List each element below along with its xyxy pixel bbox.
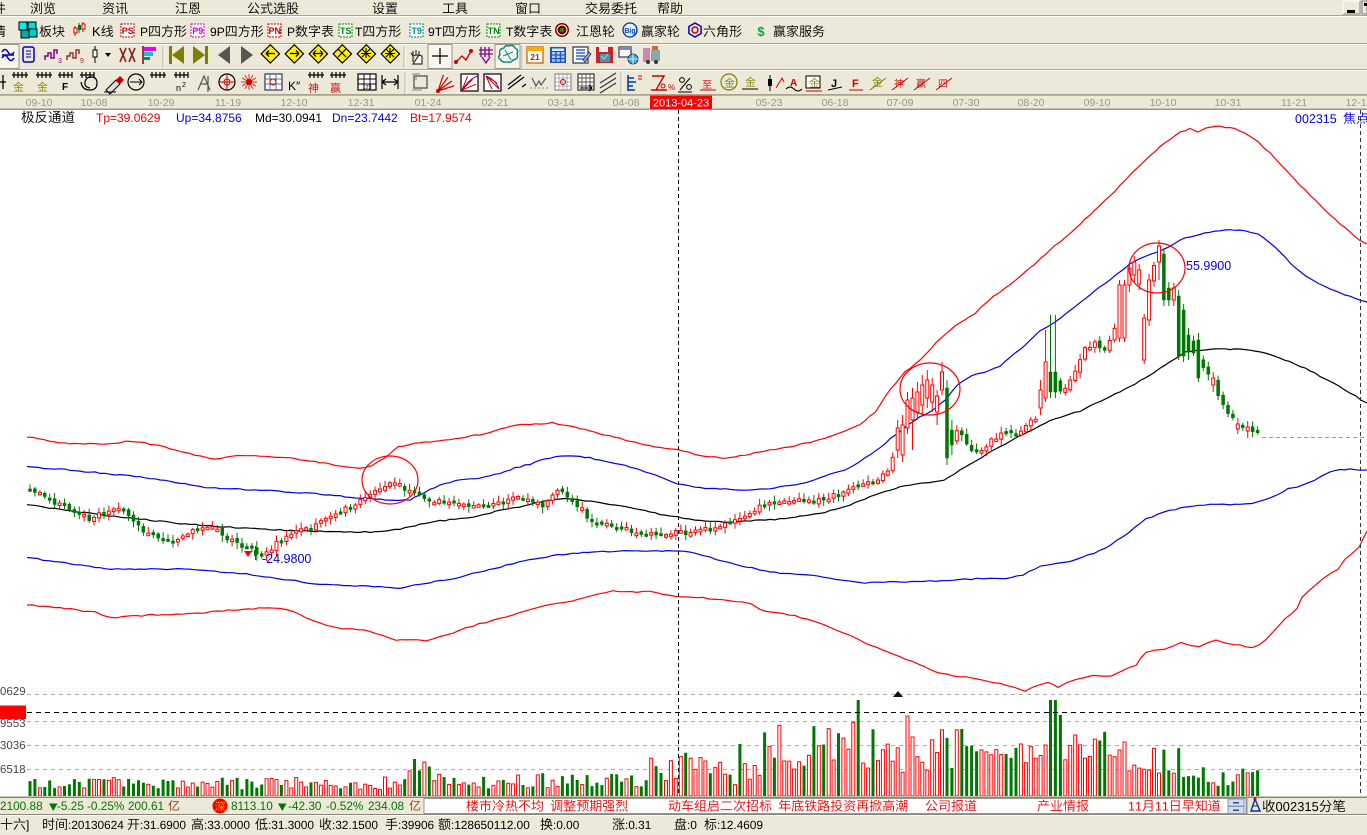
svg-text:55.9900: 55.9900 [1186, 259, 1231, 273]
svg-text:09-10: 09-10 [1084, 97, 1111, 109]
svg-text:200.61: 200.61 [128, 799, 164, 813]
svg-text:08-20: 08-20 [1018, 97, 1045, 109]
svg-text:TS: TS [340, 26, 352, 36]
svg-text:-24.9800: -24.9800 [262, 552, 311, 566]
svg-text:T9: T9 [411, 26, 422, 36]
svg-text:2100.88: 2100.88 [0, 799, 43, 813]
svg-text:8113.10: 8113.10 [231, 799, 273, 813]
svg-text:-0.25%: -0.25% [87, 799, 125, 813]
svg-text:9: 9 [80, 58, 84, 65]
svg-text:F: F [62, 82, 68, 93]
svg-text:Up=34.8756: Up=34.8756 [176, 111, 242, 125]
svg-text:02-21: 02-21 [482, 97, 509, 109]
svg-text:03-14: 03-14 [548, 97, 575, 109]
svg-text:06-18: 06-18 [822, 97, 849, 109]
svg-text:$: $ [757, 24, 765, 39]
svg-text:07-09: 07-09 [887, 97, 914, 109]
svg-text:%: % [668, 83, 675, 92]
svg-text:10-08: 10-08 [81, 97, 108, 109]
svg-text:n: n [176, 83, 181, 93]
svg-text:Md=30.0941: Md=30.0941 [255, 111, 322, 125]
svg-text:Dn=23.7442: Dn=23.7442 [332, 111, 398, 125]
svg-text:10-10: 10-10 [1150, 97, 1177, 109]
svg-text:-5.25: -5.25 [57, 799, 84, 813]
svg-text:11-21: 11-21 [1281, 97, 1307, 109]
svg-text:PS: PS [122, 26, 134, 36]
svg-text:2013-04-23: 2013-04-23 [653, 98, 709, 110]
svg-text:F: F [852, 78, 859, 90]
svg-text:-42.30: -42.30 [288, 799, 322, 813]
svg-text:Bt=17.9574: Bt=17.9574 [410, 111, 472, 125]
svg-text:07-30: 07-30 [953, 97, 980, 109]
svg-text:21: 21 [530, 52, 540, 62]
svg-text:2: 2 [182, 82, 186, 89]
svg-text:05-23: 05-23 [756, 97, 783, 109]
svg-text:12-12: 12-12 [1346, 97, 1367, 109]
svg-text:01-24: 01-24 [415, 97, 442, 109]
svg-text:10-31: 10-31 [1215, 97, 1242, 109]
svg-text:09-10: 09-10 [26, 97, 53, 109]
svg-text:3: 3 [58, 58, 62, 65]
svg-text:11-19: 11-19 [215, 97, 241, 109]
svg-text:12-10: 12-10 [281, 97, 308, 109]
svg-text:10-29: 10-29 [148, 97, 175, 109]
svg-text:Tp=39.0629: Tp=39.0629 [96, 111, 161, 125]
svg-text:PN: PN [268, 26, 281, 36]
svg-text:TN: TN [488, 26, 500, 36]
svg-text:J: J [831, 78, 837, 90]
svg-text:04-08: 04-08 [613, 97, 640, 109]
svg-text:12-31: 12-31 [348, 97, 375, 109]
svg-text:P9: P9 [192, 26, 203, 36]
svg-text:Big: Big [624, 28, 635, 35]
svg-text:123: 123 [362, 85, 371, 91]
svg-text:234.08: 234.08 [368, 799, 405, 813]
svg-text:A: A [790, 78, 797, 89]
svg-text:-0.52%: -0.52% [326, 799, 364, 813]
